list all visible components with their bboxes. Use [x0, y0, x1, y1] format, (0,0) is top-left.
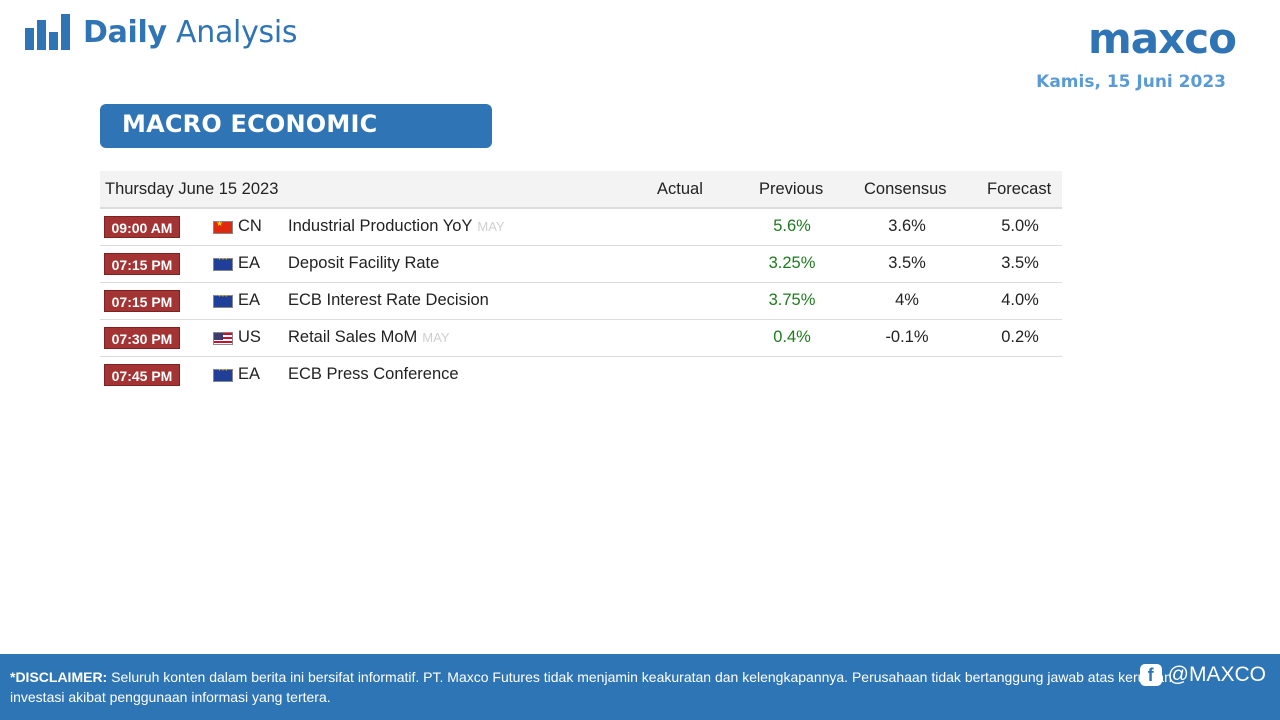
consensus-value: 3.6% [888, 217, 926, 235]
us-flag-icon [213, 332, 233, 345]
time-badge: 07:45 PM [104, 364, 180, 386]
report-date: Kamis, 15 Juni 2023 [1036, 72, 1226, 92]
consensus-value: -0.1% [885, 328, 929, 346]
brand-title-bold: Daily [83, 14, 167, 50]
event-title: Retail Sales MoM [288, 328, 418, 346]
header-consensus: Consensus [864, 180, 947, 198]
event-title: Industrial Production YoY [288, 217, 473, 235]
facebook-icon: f [1139, 664, 1162, 686]
header-forecast: Forecast [987, 180, 1052, 198]
header-actual: Actual [657, 180, 703, 198]
header-date: Thursday June 15 2023 [105, 180, 279, 198]
country-code: CN [238, 217, 262, 235]
event-title: Deposit Facility Rate [288, 254, 440, 272]
disclaimer-text: Seluruh konten dalam berita ini bersifat… [10, 669, 1172, 705]
previous-value: 5.6% [773, 217, 811, 235]
event-name: Industrial Production YoY MAY [288, 217, 505, 236]
table-header: Thursday June 15 2023 Actual Previous Co… [100, 171, 1062, 209]
event-name: Retail Sales MoM MAY [288, 328, 450, 347]
previous-value: 3.25% [768, 254, 816, 272]
time-badge: 07:15 PM [104, 253, 180, 275]
country-code: EA [238, 365, 261, 383]
previous-value: 0.4% [773, 328, 811, 346]
header-previous: Previous [759, 180, 824, 198]
consensus-value: 4% [895, 291, 919, 309]
eu-flag-icon [213, 365, 233, 382]
social-handle[interactable]: f @MAXCO [1139, 663, 1266, 686]
eu-flag-icon [213, 291, 233, 308]
event-period: MAY [477, 219, 505, 234]
disclaimer-label: *DISCLAIMER: [10, 669, 108, 685]
disclaimer: *DISCLAIMER: Seluruh konten dalam berita… [10, 667, 1230, 707]
table-row: 07:30 PM US Retail Sales MoM MAY 0.4% -0.… [100, 320, 1062, 357]
country-code: EA [238, 291, 261, 309]
table-row: 07:15 PM EA ECB Interest Rate Decision 3… [100, 283, 1062, 320]
social-handle-text: @MAXCO [1167, 663, 1266, 686]
time-badge: 07:30 PM [104, 327, 180, 349]
table-row: 07:15 PM EA Deposit Facility Rate 3.25% … [100, 246, 1062, 283]
event-title: ECB Interest Rate Decision [288, 291, 489, 309]
time-badge: 07:15 PM [104, 290, 180, 312]
forecast-value: 4.0% [1001, 291, 1039, 309]
event-name: ECB Press Conference [288, 365, 464, 384]
brand: Daily Analysis [25, 14, 298, 50]
china-flag-icon [213, 219, 233, 234]
events-table: Thursday June 15 2023 Actual Previous Co… [100, 171, 1062, 394]
eu-flag-icon [213, 254, 233, 271]
event-name: ECB Interest Rate Decision [288, 291, 494, 310]
forecast-value: 3.5% [1001, 254, 1039, 272]
table-row: 09:00 AM CN Industrial Production YoY MAY… [100, 209, 1062, 246]
previous-value: 3.75% [768, 291, 816, 309]
country-code: US [238, 328, 261, 346]
event-period: MAY [422, 330, 450, 345]
brand-title: Daily Analysis [83, 14, 298, 50]
section-title: MACRO ECONOMIC EVENTS [100, 104, 492, 178]
time-badge: 09:00 AM [104, 216, 180, 238]
disclaimer-footer: *DISCLAIMER: Seluruh konten dalam berita… [0, 654, 1280, 720]
country-code: EA [238, 254, 261, 272]
event-title: ECB Press Conference [288, 365, 459, 383]
brand-title-light: Analysis [166, 14, 298, 50]
bar-chart-icon [25, 14, 70, 50]
forecast-value: 0.2% [1001, 328, 1039, 346]
table-row: 07:45 PM EA ECB Press Conference [100, 357, 1062, 394]
forecast-value: 5.0% [1001, 217, 1039, 235]
consensus-value: 3.5% [888, 254, 926, 272]
event-name: Deposit Facility Rate [288, 254, 444, 273]
maxco-logo: maxco [1088, 14, 1237, 63]
